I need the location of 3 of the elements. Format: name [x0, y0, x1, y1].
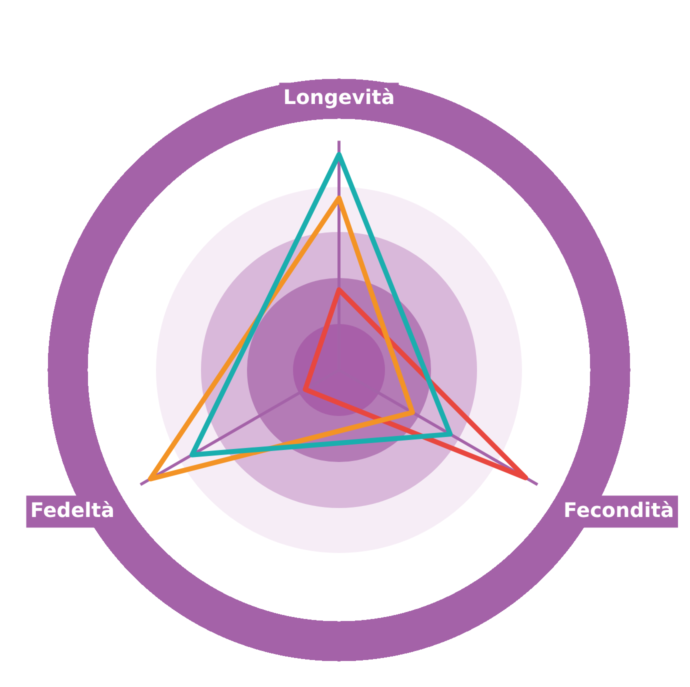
spoke-label: Longevità — [283, 84, 395, 109]
spoke-label: Fedeltà — [30, 498, 114, 522]
spoke-label: Fecondità — [564, 498, 674, 522]
